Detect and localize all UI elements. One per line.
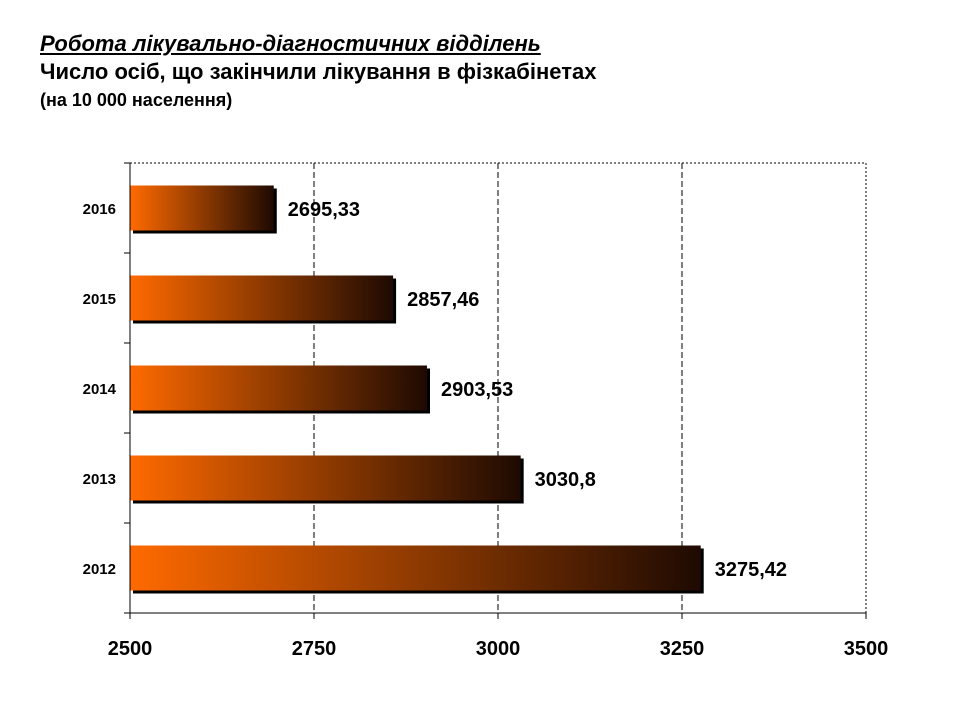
chart-titles: Робота лікувально-діагностичних відділен… <box>40 30 596 114</box>
chart-note: (на 10 000 населення) <box>40 90 233 110</box>
y-tick-label: 2014 <box>83 381 117 398</box>
bar <box>130 185 274 231</box>
axes: 2016 2015 2014 2013 2012 2500 2750 3000 3250 3500 <box>83 162 889 660</box>
data-label: 3275,42 <box>715 559 787 581</box>
bar <box>130 545 701 591</box>
data-label: 3030,8 <box>535 469 596 491</box>
y-tick-label: 2015 <box>83 291 116 308</box>
y-tick-label: 2012 <box>83 561 116 578</box>
x-tick-label: 3500 <box>844 638 889 660</box>
data-label: 2857,46 <box>407 289 479 311</box>
x-tick-label: 3000 <box>476 638 521 660</box>
bars: 2695,33 2857,46 2903,53 3030,8 3275,42 <box>130 185 787 594</box>
y-tick-label: 2016 <box>83 201 116 218</box>
bar <box>130 275 394 321</box>
chart-title: Робота лікувально-діагностичних відділен… <box>40 31 541 56</box>
x-tick-label: 2750 <box>292 638 337 660</box>
bar <box>130 455 521 501</box>
data-label: 2695,33 <box>288 199 360 221</box>
bar <box>130 365 427 411</box>
x-tick-label: 2500 <box>108 638 153 660</box>
x-tick-label: 3250 <box>660 638 705 660</box>
data-label: 2903,53 <box>441 379 513 401</box>
chart-subtitle: Число осіб, що закінчили лікування в фіз… <box>40 59 597 84</box>
y-tick-label: 2013 <box>83 471 116 488</box>
